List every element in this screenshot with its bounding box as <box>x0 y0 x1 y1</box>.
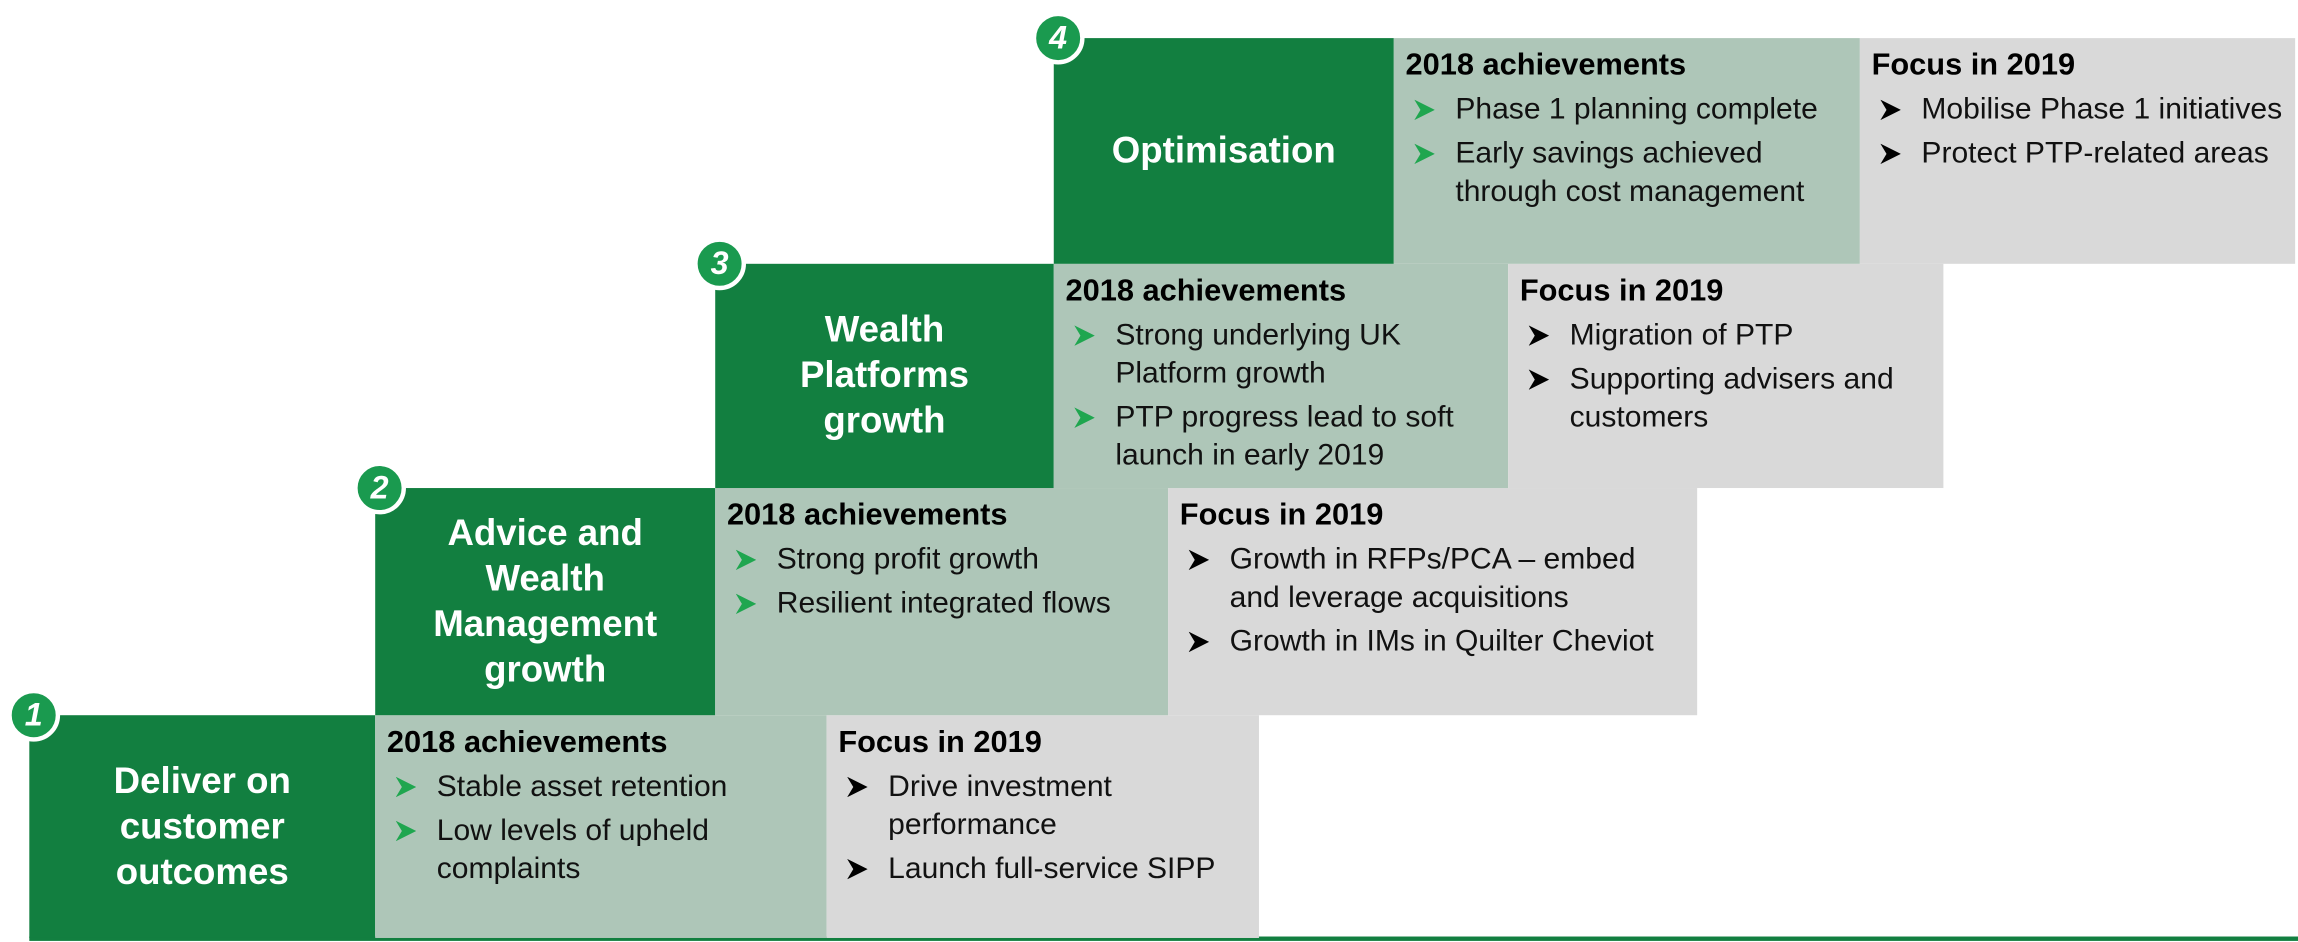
focus-heading: Focus in 2019 <box>1871 48 2076 83</box>
focus-heading: Focus in 2019 <box>838 725 1042 760</box>
focus-item: Growth in RFPs/PCA – embed and leverage … <box>1180 541 1686 617</box>
step-title: Deliver on customer outcomes <box>29 715 376 938</box>
focus-panel: Focus in 2019 Mobilise Phase 1 initiative… <box>1859 38 2296 264</box>
focus-item: Mobilise Phase 1 initiatives <box>1872 91 2284 129</box>
focus-item: Migration of PTP <box>1520 317 1932 355</box>
achievements-panel: 2018 achievements Strong underlying UK Pl… <box>1053 263 1509 489</box>
focus-panel: Focus in 2019 Growth in RFPs/PCA – embed … <box>1168 488 1698 716</box>
focus-item: Launch full-service SIPP <box>838 850 1247 888</box>
focus-panel: Focus in 2019 Drive investment performanc… <box>826 715 1259 938</box>
step-title: Optimisation <box>1053 38 1394 264</box>
focus-item: Protect PTP-related areas <box>1872 135 2284 173</box>
step-number: 4 <box>1031 11 1085 65</box>
step-number: 3 <box>693 237 746 291</box>
achievements-item: Early savings achieved through cost mana… <box>1406 135 1849 211</box>
achievements-panel: 2018 achievements Strong profit growth Res… <box>715 488 1169 716</box>
focus-heading: Focus in 2019 <box>1179 498 1384 533</box>
step-title: Advice and Wealth Management growth <box>375 488 716 716</box>
step-number: 2 <box>353 461 406 515</box>
achievements-item: Low levels of upheld complaints <box>387 812 815 888</box>
achievements-item: Resilient integrated flows <box>727 585 1156 623</box>
focus-heading: Focus in 2019 <box>1519 274 1724 308</box>
achievements-heading: 2018 achievements <box>1405 48 1687 83</box>
focus-panel: Focus in 2019 Migration of PTP Supporting … <box>1508 263 1944 489</box>
step-title: Wealth Platforms growth <box>715 263 1054 489</box>
achievements-item: PTP progress lead to soft launch in earl… <box>1065 399 1496 475</box>
focus-item: Growth in IMs in Quilter Cheviot <box>1180 623 1686 661</box>
achievements-heading: 2018 achievements <box>726 498 1008 533</box>
achievements-panel: 2018 achievements Phase 1 planning comple… <box>1393 38 1860 264</box>
achievements-item: Strong underlying UK Platform growth <box>1065 317 1496 393</box>
focus-item: Drive investment performance <box>838 768 1247 844</box>
focus-item: Supporting advisers and customers <box>1520 361 1932 437</box>
achievements-item: Strong profit growth <box>727 541 1156 579</box>
achievements-heading: 2018 achievements <box>386 725 668 760</box>
achievements-panel: 2018 achievements Stable asset retention L… <box>375 715 827 938</box>
step-number: 1 <box>7 688 61 742</box>
achievements-item: Stable asset retention <box>387 768 815 806</box>
achievements-item: Phase 1 planning complete <box>1406 91 1849 129</box>
achievements-heading: 2018 achievements <box>1065 274 1347 308</box>
baseline <box>29 936 2298 941</box>
